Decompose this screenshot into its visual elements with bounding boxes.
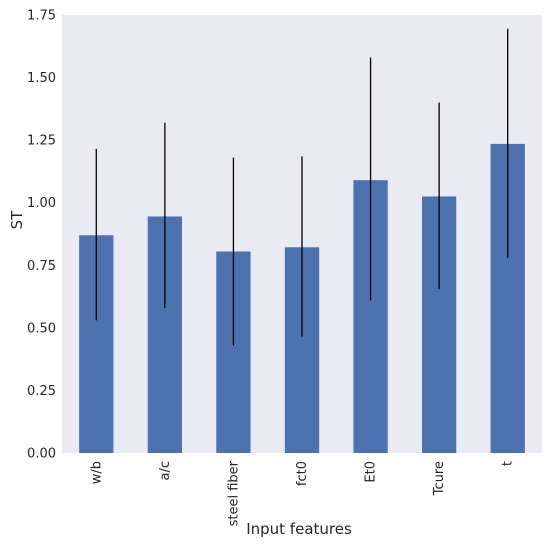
x-axis-label: Input features <box>246 520 352 538</box>
y-tick-label: 0.00 <box>27 447 56 462</box>
x-tick-label: Et0 <box>364 461 379 483</box>
y-axis-label: ST <box>8 210 26 230</box>
x-tick-label: a/c <box>158 461 173 481</box>
y-tick-label: 1.75 <box>27 9 56 24</box>
x-tick-label: Tcure <box>432 461 447 496</box>
x-tick-labels: w/b a/c steel fiber fct0 Et0 Tcure t <box>89 460 515 526</box>
y-tick-label: 0.75 <box>27 259 56 274</box>
y-tick-label: 0.50 <box>27 321 56 336</box>
x-tick-label: steel fiber <box>226 460 241 526</box>
x-tick-label: w/b <box>89 461 104 484</box>
x-tick-label: t <box>501 461 516 466</box>
y-tick-label: 1.25 <box>27 134 56 149</box>
y-tick-label: 0.25 <box>27 384 56 399</box>
error-bars-layer <box>95 28 509 346</box>
y-tick-labels: 0.00 0.25 0.50 0.75 1.00 1.25 1.50 1.75 <box>27 9 56 462</box>
y-tick-label: 1.50 <box>27 71 56 86</box>
x-tick-label: fct0 <box>295 461 310 486</box>
y-tick-label: 1.00 <box>27 196 56 211</box>
